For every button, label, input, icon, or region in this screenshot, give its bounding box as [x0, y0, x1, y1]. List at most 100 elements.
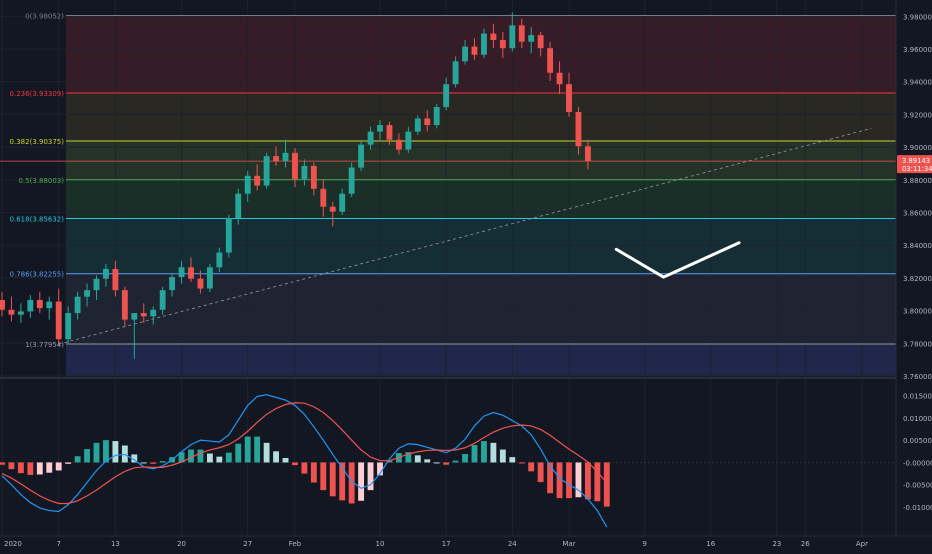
- time-tick-label: Apr: [856, 540, 868, 548]
- time-tick-label: 2020: [4, 540, 22, 548]
- macd-hist-bar: [481, 441, 487, 463]
- macd-hist-bar: [348, 462, 355, 504]
- candle-body: [556, 72, 563, 85]
- time-tick-label: Feb: [289, 540, 302, 548]
- macd-hist-bar: [367, 462, 374, 491]
- macd-hist-bar: [74, 456, 81, 463]
- macd-hist-bar: [93, 442, 100, 463]
- macd-hist-bar: [424, 459, 431, 463]
- macd-hist-bar: [537, 462, 544, 483]
- macd-hist-bar: [584, 462, 591, 500]
- fib-zone: [66, 15, 896, 94]
- check-mark-drawing: [614, 241, 741, 279]
- candle-body: [140, 313, 147, 317]
- candle-body: [584, 146, 591, 162]
- macd-hist-bar: [603, 462, 610, 507]
- candle-body: [84, 290, 90, 297]
- macd-hist-bar: [462, 453, 468, 463]
- fib-zone: [66, 93, 896, 141]
- macd-hist-bar: [112, 441, 119, 463]
- fib-label: 0.786(3.82255): [10, 271, 65, 279]
- macd-hist-bar: [84, 449, 90, 463]
- check-drawing: [614, 241, 741, 279]
- candle-body: [547, 48, 554, 73]
- macd-hist-bar: [27, 462, 34, 475]
- macd-hist-bar: [65, 462, 72, 464]
- price-tick-label: 3.76000: [903, 373, 932, 381]
- macd-hist-bar: [103, 440, 109, 463]
- candle-body: [121, 290, 128, 320]
- macd-hist-bar: [594, 462, 601, 502]
- price-tick-label: 3.92000: [903, 111, 932, 119]
- macd-hist-bar: [55, 462, 62, 471]
- macd-hist-bar: [0, 462, 5, 465]
- fib-label: 0.382(3.90375): [10, 138, 65, 146]
- time-tick-label: 16: [706, 540, 715, 548]
- time-tick-label: 17: [442, 540, 451, 548]
- macd-pane: [0, 377, 932, 528]
- candle-body: [282, 152, 289, 162]
- time-tick-label: 9: [642, 540, 646, 548]
- candle-body: [499, 40, 506, 49]
- time-tick-label: 10: [376, 540, 385, 548]
- candle-body: [169, 277, 176, 291]
- fib-lines: [0, 14, 896, 345]
- price-tick-label: 3.78000: [903, 340, 932, 348]
- candle-body: [462, 46, 468, 62]
- candle-body: [481, 33, 487, 55]
- price-tick-label: 3.82000: [903, 275, 932, 283]
- macd-tick-label: 0.00500: [903, 437, 932, 445]
- macd-hist-bar: [17, 462, 24, 474]
- candle-body: [27, 299, 34, 312]
- candle-body: [216, 252, 223, 268]
- candle-body: [395, 139, 402, 150]
- fib-label: 0.5(3.88003): [18, 177, 64, 185]
- trendline: [58, 127, 872, 345]
- candle-body: [36, 299, 43, 309]
- current-price-label: 3.89143: [902, 157, 930, 165]
- macd-hist-bar: [282, 458, 289, 463]
- macd-hist-bar: [499, 449, 506, 463]
- macd-hist-bar: [46, 462, 53, 473]
- candle-body: [443, 84, 450, 108]
- macd-hist-bar: [556, 462, 563, 499]
- time-tick-label: Mar: [562, 540, 575, 548]
- candle-body: [537, 35, 544, 49]
- current-price-tag: [897, 155, 932, 174]
- candle-body: [131, 313, 138, 320]
- time-axis-bg: [0, 536, 932, 550]
- candle-body: [509, 25, 516, 49]
- candle-body: [74, 296, 81, 314]
- macd-hist-bar: [263, 442, 270, 463]
- candle-body: [254, 175, 261, 186]
- candle-body: [46, 301, 53, 309]
- macd-hist-bar: [254, 436, 261, 463]
- countdown-label: 03:11:34: [902, 165, 932, 173]
- price-tick-label: 3.94000: [903, 79, 932, 87]
- candle-body: [8, 309, 15, 315]
- candle-body: [367, 131, 374, 145]
- candle-body: [575, 111, 582, 147]
- price-axis: 3.98000 3.96000 3.94000 3.92000 3.90000 3.880…: [895, 0, 932, 550]
- candle-body: [358, 144, 365, 168]
- macd-hist-bar: [140, 462, 147, 464]
- macd-hist-bar: [471, 445, 478, 463]
- candle-body: [339, 193, 346, 212]
- macd-hist-bar: [159, 461, 166, 463]
- macd-hist-bar: [301, 462, 308, 474]
- candle-body: [0, 299, 5, 310]
- candle-body: [65, 313, 72, 340]
- candle-body: [433, 107, 440, 126]
- candle-body: [452, 61, 459, 85]
- candle-body: [55, 301, 62, 340]
- macd-hist-bar: [244, 436, 251, 463]
- trendline: [58, 127, 872, 345]
- macd-tick-label: -0.00500: [903, 482, 932, 490]
- fib-label: 0.236(3.93309): [10, 90, 65, 98]
- time-tick-label: 26: [801, 540, 810, 548]
- macd-hist-bar: [150, 462, 157, 464]
- candle-body: [348, 167, 355, 194]
- fib-zones: [66, 15, 896, 376]
